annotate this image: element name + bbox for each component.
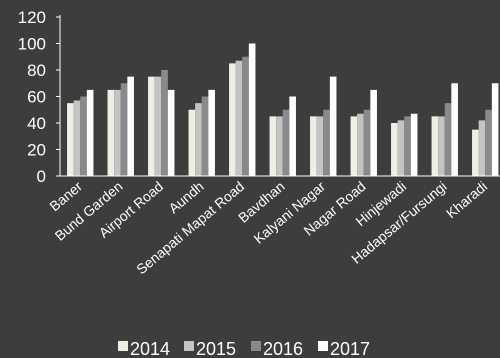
bar-2014-nagar-road — [350, 116, 358, 177]
bar-2017-kharadi — [491, 83, 499, 176]
bar-2014-hadapsar-fursungi — [431, 116, 439, 177]
y-axis: 0 20 40 60 80 100 120 — [18, 8, 61, 186]
bar-2016-bavdhan — [282, 109, 290, 176]
bar-2017-hadapsar-fursungi — [451, 83, 458, 176]
bar-2017-baner — [86, 89, 94, 177]
y-tick-label: 0 — [37, 167, 46, 186]
bar-2015-baner — [73, 100, 81, 176]
legend-swatch-2015 — [184, 341, 194, 351]
bar-2015-kharadi — [478, 120, 486, 176]
bar-2014-kalyani-nagar — [310, 116, 317, 177]
bar-2014-bund-garden — [107, 89, 115, 177]
plot-area — [67, 43, 499, 177]
bar-2017-kalyani-nagar — [329, 76, 337, 177]
y-tick-label: 40 — [27, 114, 46, 133]
bar-2017-nagar-road — [370, 89, 377, 177]
bar-2015-bavdhan — [276, 116, 283, 177]
bar-2014-airport-road — [148, 76, 155, 177]
bar-2015-aundh — [195, 103, 202, 177]
legend-label-2015: 2015 — [196, 339, 236, 358]
y-tick-label: 100 — [18, 35, 46, 54]
bar-2016-bund-garden — [120, 83, 128, 176]
bar-2016-nagar-road — [363, 109, 371, 176]
bar-2017-senapati-mapat-road — [248, 43, 256, 176]
x-tick-label: Kharadi — [443, 178, 490, 221]
bar-2015-nagar-road — [357, 113, 364, 176]
y-tick-label: 80 — [27, 61, 46, 80]
bar-2016-hadapsar-fursungi — [444, 103, 452, 177]
bar-2016-senapati-mapat-road — [242, 56, 249, 176]
legend: 2014 2015 2016 2017 — [118, 339, 370, 358]
legend-label-2016: 2016 — [263, 339, 303, 358]
bar-2016-aundh — [201, 96, 209, 176]
bar-2016-kharadi — [485, 109, 492, 176]
bar-2014-bavdhan — [269, 116, 277, 177]
bar-2015-senapati-mapat-road — [235, 60, 243, 177]
bar-2017-airport-road — [167, 89, 175, 177]
bar-2015-airport-road — [154, 76, 162, 177]
bar-2016-kalyani-nagar — [323, 109, 330, 176]
legend-label-2014: 2014 — [130, 339, 170, 358]
legend-swatch-2017 — [318, 341, 328, 351]
bar-2014-kharadi — [472, 129, 479, 177]
bar-2014-baner — [67, 103, 74, 177]
bar-2017-hinjewadi — [410, 113, 418, 176]
legend-label-2017: 2017 — [330, 339, 370, 358]
bar-2015-hadapsar-fursungi — [438, 116, 445, 177]
bar-2015-hinjewadi — [397, 120, 405, 176]
bar-2017-bavdhan — [289, 96, 296, 176]
legend-swatch-2014 — [118, 341, 128, 351]
y-tick-label: 120 — [18, 8, 46, 27]
y-tick-label: 60 — [27, 88, 46, 107]
bar-2017-bund-garden — [127, 76, 134, 177]
bar-2015-kalyani-nagar — [316, 116, 324, 177]
bar-2016-airport-road — [161, 70, 168, 176]
bar-2014-senapati-mapat-road — [229, 63, 236, 177]
y-tick-label: 20 — [27, 141, 46, 160]
bar-2016-hinjewadi — [404, 116, 411, 177]
bar-2014-hinjewadi — [391, 123, 398, 176]
bar-2014-aundh — [188, 109, 196, 176]
bar-2016-baner — [80, 96, 87, 176]
legend-swatch-2016 — [251, 341, 261, 351]
bar-2017-aundh — [208, 89, 215, 177]
bar-2015-bund-garden — [114, 89, 121, 177]
